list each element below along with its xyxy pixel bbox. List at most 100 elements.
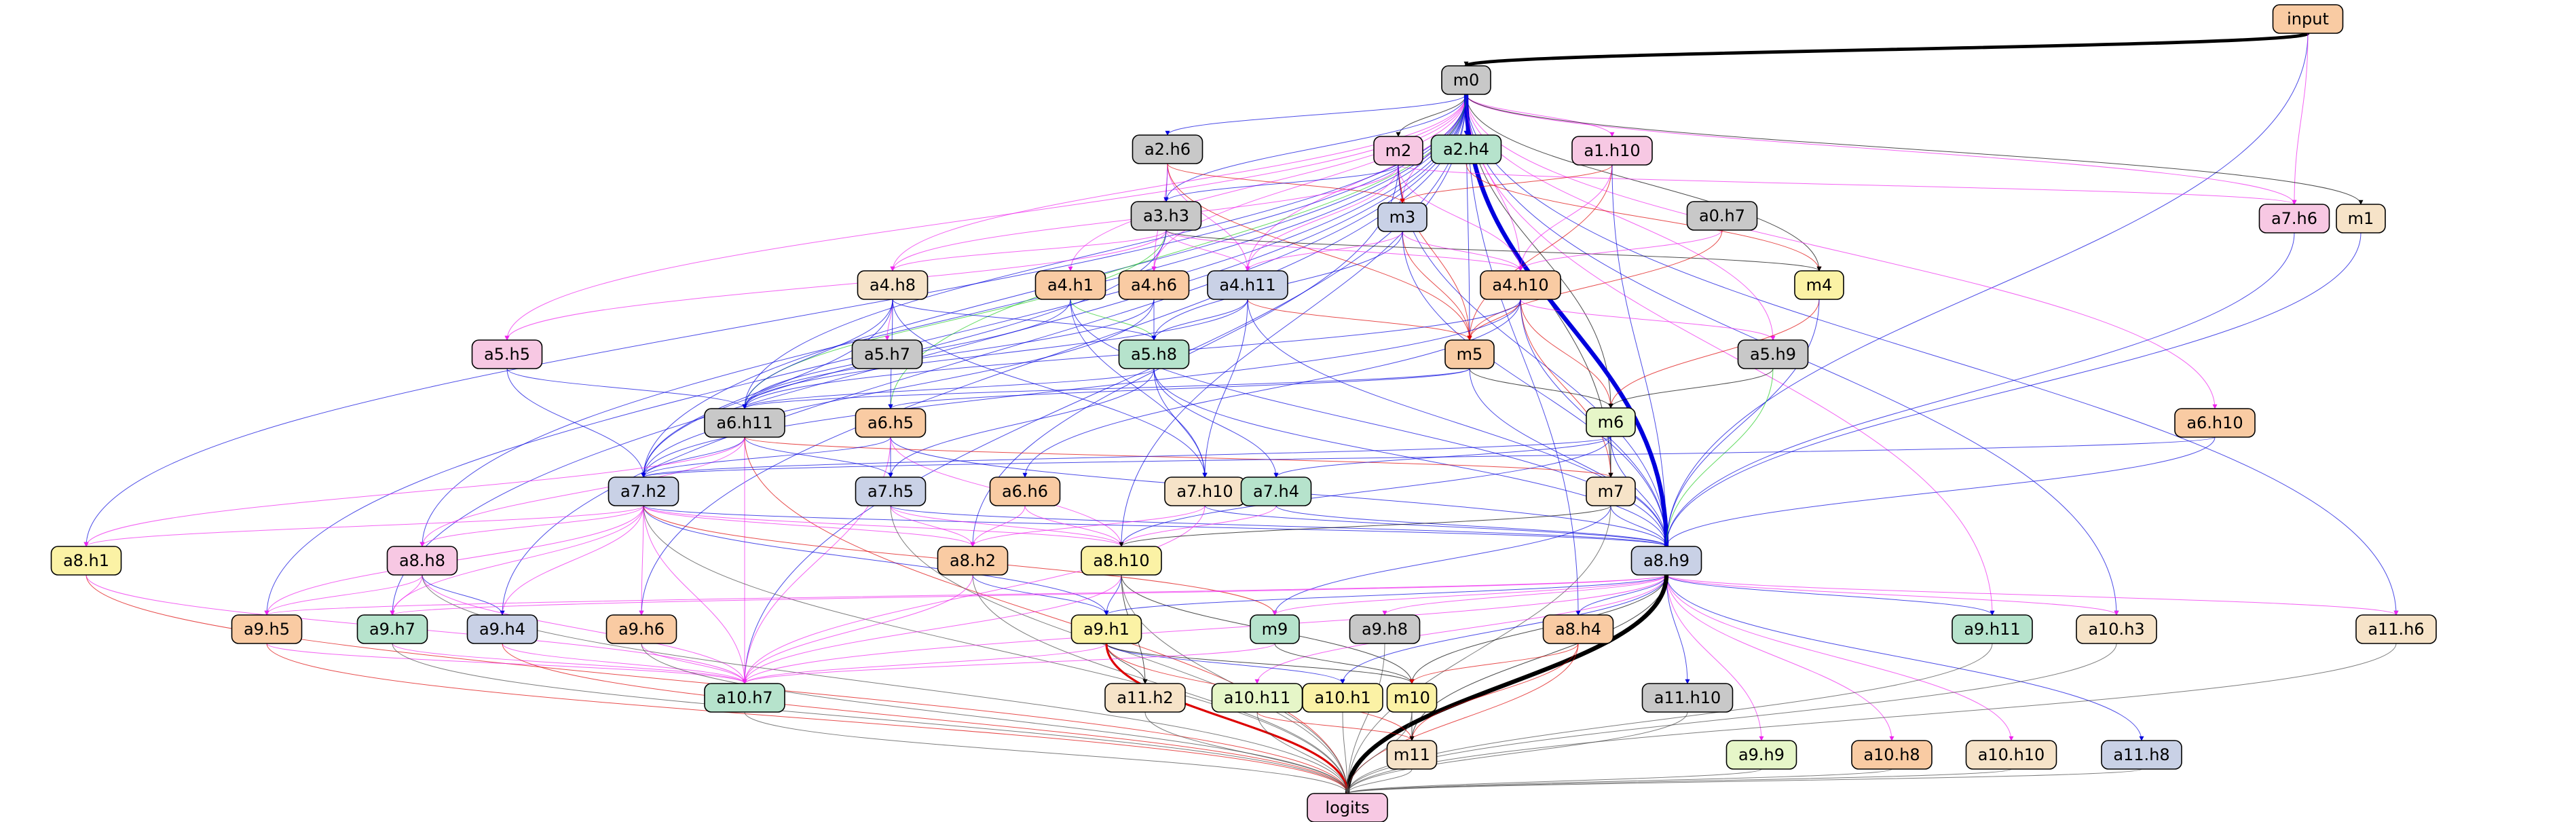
node-label: a11.h8 [2113, 745, 2169, 764]
node-a11-h2: a11.h2 [1104, 683, 1186, 713]
edge [1345, 643, 1385, 794]
node-label: a4.h10 [1492, 276, 1548, 295]
edge [266, 643, 747, 684]
edge [742, 299, 1155, 409]
edge [419, 94, 1467, 547]
edge [1345, 643, 1993, 794]
edge [1104, 574, 1122, 616]
node-box [471, 339, 543, 369]
edge [1272, 505, 1611, 616]
edge [970, 505, 1206, 547]
edge [1666, 574, 1764, 741]
edge [1467, 299, 1521, 341]
node-box [2101, 740, 2182, 770]
edge [742, 299, 893, 409]
edge [1345, 768, 1762, 794]
edge [1105, 643, 1350, 794]
node-box [851, 339, 923, 369]
edge [2292, 33, 2309, 205]
edge [1119, 505, 1611, 547]
node-label: a10.h1 [1314, 688, 1370, 707]
edge [1409, 643, 1579, 741]
edge [83, 505, 644, 547]
node-label: a8.h9 [1643, 551, 1690, 570]
node-a9-h11: a9.h11 [1952, 614, 2033, 644]
edge [1106, 643, 1415, 684]
node-a5-h7: a5.h7 [851, 339, 923, 369]
node-box [1070, 614, 1142, 644]
node-box [855, 408, 927, 438]
node-a3-h3: a3.h3 [1130, 201, 1202, 231]
node-box [1118, 270, 1190, 300]
edge [641, 643, 747, 684]
edge [1165, 229, 1523, 272]
edge [641, 436, 2216, 478]
edge [419, 436, 745, 547]
node-box [1377, 202, 1427, 232]
node-label: a4.h8 [870, 276, 916, 295]
node-box [1737, 339, 1809, 369]
edge [1466, 94, 1995, 616]
edge [1466, 94, 1581, 616]
edge [1151, 299, 1248, 341]
edge [643, 505, 1109, 616]
node-box [1302, 683, 1383, 713]
node-a5-h8: a5.h8 [1118, 339, 1190, 369]
edge [742, 643, 1275, 684]
node-box [1630, 546, 1702, 576]
node-box [605, 614, 677, 644]
edge [1666, 574, 2144, 741]
edge [1520, 299, 1776, 341]
node-label: a7.h5 [867, 482, 914, 501]
edge [1400, 164, 1613, 204]
edge [1664, 33, 2309, 547]
edges-layer [83, 31, 2399, 794]
edge [1342, 711, 1350, 794]
edge [392, 643, 747, 684]
edge [1068, 94, 1467, 272]
node-m0: m0 [1441, 65, 1491, 95]
edge [1398, 164, 1472, 341]
node-label: a7.h6 [2271, 209, 2317, 228]
node-a9-h1: a9.h1 [1070, 614, 1142, 644]
edge [1163, 164, 1399, 202]
edge [1204, 505, 1669, 547]
node-label: a9.h9 [1738, 745, 1785, 764]
edge [1119, 94, 1467, 547]
edge [641, 436, 745, 478]
edge [504, 229, 1167, 341]
edge [892, 299, 1157, 341]
edge [1272, 574, 1667, 616]
node-label: a6.h5 [867, 413, 914, 432]
node-label: m11 [1394, 745, 1430, 764]
edge [83, 436, 745, 547]
node-box [1430, 134, 1502, 164]
edge [1466, 94, 2297, 205]
nodes-layer: input m0 a2.h6 a2.h4 m2 a1.h10 a7.h6 m1 a3.h3 m3 a… [50, 4, 2437, 822]
edge [1167, 163, 1250, 272]
edge [1608, 368, 1774, 409]
node-label: a9.h7 [369, 620, 415, 639]
edge [1611, 164, 1669, 547]
edge [264, 574, 1667, 616]
edge [1345, 643, 2397, 794]
node-box [231, 614, 303, 644]
node-a10-h8: a10.h8 [1851, 740, 1933, 770]
node-label: a9.h8 [1362, 620, 1408, 639]
edge [742, 574, 1667, 684]
node-box [1952, 614, 2033, 644]
node-a7-h5: a7.h5 [855, 477, 927, 506]
edge [502, 643, 1350, 794]
edge [742, 436, 891, 684]
edge [1666, 574, 2399, 616]
node-a4-h1: a4.h1 [1034, 270, 1106, 300]
edge [1345, 768, 2142, 794]
edge [1256, 711, 1350, 794]
node-box [2355, 614, 2437, 644]
edge [744, 436, 893, 478]
node-box [989, 477, 1061, 506]
node-label: a9.h4 [479, 620, 525, 639]
node-label: a4.h11 [1219, 276, 1275, 295]
node-box [386, 546, 458, 576]
node-label: a2.h6 [1144, 140, 1191, 159]
